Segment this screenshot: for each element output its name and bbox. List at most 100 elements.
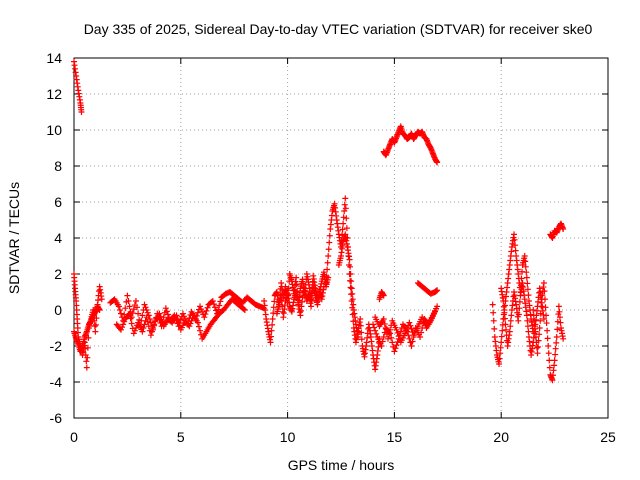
axis-ticks: 0 5 10 15 20 25 -6 -4 -2 0 2 4 6 8 10 12 14: [46, 50, 616, 445]
data-point: [408, 325, 415, 332]
x-tick-label: 25: [600, 429, 616, 445]
data-point: [525, 328, 532, 335]
data-point: [139, 328, 146, 335]
data-point: [199, 308, 206, 315]
data-point: [267, 339, 274, 346]
data-point: [198, 306, 205, 313]
data-point: [122, 305, 129, 312]
data-point: [162, 305, 169, 312]
data-point: [134, 304, 141, 311]
x-axis-label: GPS time / hours: [288, 457, 395, 473]
data-point: [533, 344, 540, 351]
data-point: [324, 266, 331, 273]
data-point: [144, 309, 151, 316]
data-point: [179, 310, 186, 317]
data-point: [143, 307, 150, 313]
data-point: [557, 319, 564, 326]
data-point: [141, 301, 148, 308]
data-point: [241, 307, 248, 313]
data-point: [532, 328, 539, 335]
data-point: [532, 334, 539, 340]
data-point: [163, 308, 170, 315]
data-point: [554, 318, 561, 325]
data-point: [151, 321, 158, 328]
data-point: [173, 312, 180, 319]
data-point: [124, 292, 131, 299]
data-point: [268, 327, 275, 334]
data-point: [120, 321, 127, 328]
y-tick-label: 6: [54, 194, 62, 210]
data-point: [339, 226, 346, 233]
data-point: [194, 319, 201, 326]
data-point: [507, 317, 514, 324]
data-point: [386, 331, 393, 338]
data-point: [135, 310, 142, 317]
data-point: [491, 325, 498, 332]
data-point: [538, 303, 545, 310]
data-point: [186, 323, 193, 330]
data-point: [340, 214, 347, 221]
data-point: [378, 343, 385, 349]
data-point: [552, 351, 559, 358]
data-point: [537, 310, 544, 317]
data-point: [521, 253, 528, 259]
data-point: [325, 253, 332, 259]
data-point: [147, 319, 154, 326]
data-point: [380, 334, 387, 340]
data-point: [209, 298, 216, 304]
data-point: [497, 344, 504, 351]
data-point: [269, 321, 276, 328]
data-point: [211, 304, 218, 311]
x-tick-label: 5: [177, 429, 185, 445]
data-point: [501, 315, 508, 322]
data-point: [117, 326, 124, 333]
data-point: [397, 328, 404, 335]
data-point: [141, 321, 148, 328]
data-point: [544, 327, 551, 334]
data-point: [393, 326, 400, 333]
chart-title: Day 335 of 2025, Sidereal Day-to-day VTE…: [84, 21, 593, 37]
y-tick-label: -4: [50, 374, 63, 390]
data-point: [552, 345, 559, 352]
data-point: [490, 317, 497, 324]
data-point: [523, 269, 530, 276]
data-point: [174, 316, 181, 322]
data-point: [523, 274, 530, 281]
y-tick-label: 2: [54, 266, 62, 282]
data-point: [506, 328, 513, 335]
data-point: [271, 298, 278, 305]
data-point: [543, 320, 550, 327]
data-point: [541, 296, 548, 303]
data-point: [347, 271, 354, 277]
data-point: [553, 334, 560, 340]
data-point: [499, 327, 506, 334]
data-point: [524, 286, 531, 293]
data-point: [551, 357, 558, 364]
data-point: [382, 325, 389, 332]
data-point: [342, 205, 349, 212]
data-point: [421, 319, 428, 326]
data-point: [269, 316, 276, 322]
data-point: [202, 311, 209, 318]
y-tick-label: 8: [54, 158, 62, 174]
data-point: [92, 328, 99, 335]
data-point: [342, 195, 349, 202]
data-point: [194, 309, 201, 316]
data-point: [119, 324, 126, 331]
data-point: [343, 215, 350, 222]
data-point: [511, 236, 518, 243]
data-point: [531, 317, 538, 324]
data-point: [96, 307, 103, 313]
data-point: [125, 311, 132, 318]
data-point: [537, 317, 544, 324]
data-point: [121, 318, 128, 325]
data-point: [139, 312, 146, 319]
data-point: [324, 259, 331, 266]
y-tick-label: 0: [54, 302, 62, 318]
data-point: [188, 317, 195, 324]
data-point: [126, 303, 133, 310]
data-point: [132, 298, 139, 304]
data-point: [542, 304, 549, 311]
data-point: [128, 320, 135, 327]
data-point: [524, 317, 531, 324]
